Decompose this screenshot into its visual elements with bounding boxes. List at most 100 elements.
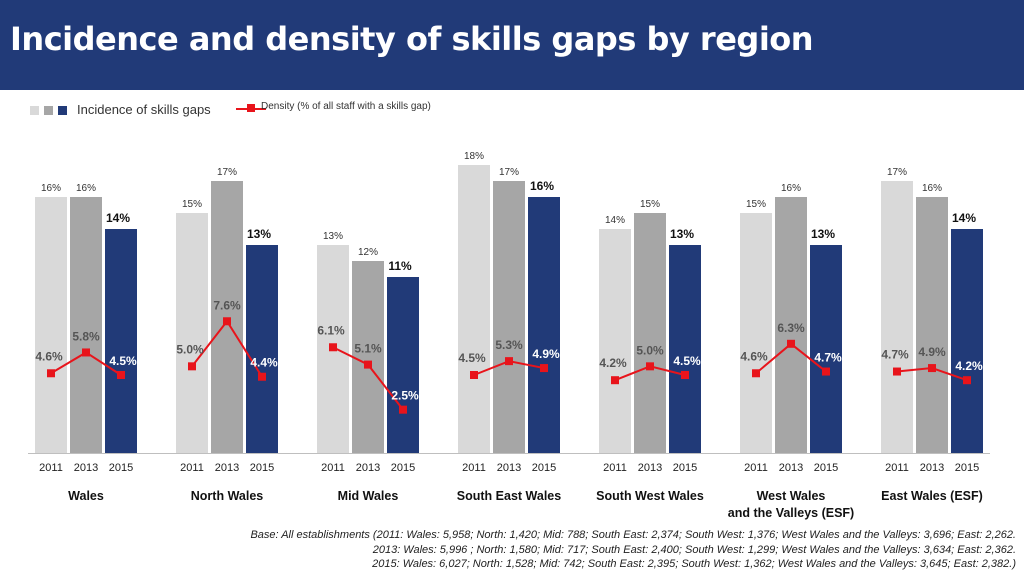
incidence-label-3-2015: 16% bbox=[530, 179, 554, 193]
density-marker-3-2015 bbox=[540, 364, 548, 373]
category-label-0: Wales bbox=[68, 489, 104, 503]
year-tick-0-2015: 2015 bbox=[109, 462, 133, 474]
footnote-line-2013: 2013: Wales: 5,996 ; North: 1,580; Mid: … bbox=[372, 543, 1016, 556]
skills-gaps-chart: 16% 2011 16% 2013 14% 2015 4.6% 5.8% 4.5% Wales 15… bbox=[28, 151, 990, 520]
incidence-label-4-2013: 15% bbox=[640, 199, 660, 210]
incidence-label-3-2013: 17% bbox=[499, 167, 519, 178]
year-tick-5-2015: 2015 bbox=[814, 462, 838, 474]
density-marker-0-2011 bbox=[47, 369, 55, 378]
density-marker-1-2011 bbox=[188, 362, 196, 371]
density-marker-5-2011 bbox=[752, 369, 760, 378]
bar-0-2015 bbox=[105, 229, 137, 453]
density-marker-4-2015 bbox=[681, 371, 689, 379]
category-label-4: South West Wales bbox=[596, 489, 704, 503]
category-label-5: West Wales bbox=[757, 489, 826, 503]
density-label-4-2015: 4.5% bbox=[673, 354, 701, 368]
density-label-6-2013: 4.9% bbox=[918, 345, 946, 359]
year-tick-6-2015: 2015 bbox=[955, 462, 979, 474]
density-label-0-2013: 5.8% bbox=[72, 329, 100, 343]
year-tick-1-2011: 2011 bbox=[180, 462, 204, 474]
density-marker-2-2015 bbox=[399, 405, 407, 414]
incidence-label-6-2011: 17% bbox=[887, 167, 907, 178]
bar-3-2013 bbox=[493, 181, 525, 453]
year-tick-0-2013: 2013 bbox=[74, 462, 98, 474]
density-marker-3-2013 bbox=[505, 357, 513, 366]
year-tick-3-2011: 2011 bbox=[462, 462, 486, 474]
year-tick-5-2011: 2011 bbox=[744, 462, 768, 474]
incidence-label-3-2011: 18% bbox=[464, 151, 484, 162]
legend-swatch-2011 bbox=[30, 106, 39, 115]
density-marker-2-2013 bbox=[364, 360, 372, 369]
legend-swatch-2013 bbox=[44, 106, 53, 115]
footnote-line-2015: 2015: Wales: 6,027; North: 1,528; Mid: 7… bbox=[372, 558, 1016, 570]
year-tick-0-2011: 2011 bbox=[39, 462, 63, 474]
year-tick-4-2011: 2011 bbox=[603, 462, 627, 474]
density-label-4-2011: 4.2% bbox=[599, 356, 627, 370]
density-label-6-2015: 4.2% bbox=[955, 359, 983, 373]
base-footnote: Base: All establishments (2011: Wales: 5… bbox=[116, 528, 1016, 572]
density-marker-2-2011 bbox=[329, 343, 337, 352]
density-label-2-2013: 5.1% bbox=[354, 342, 382, 356]
bar-1-2015 bbox=[246, 245, 278, 453]
legend-density-label: Density (% of all staff with a skills ga… bbox=[261, 101, 431, 112]
category-label-2: Mid Wales bbox=[338, 489, 399, 503]
bar-6-2013 bbox=[916, 197, 948, 453]
bar-0-2013 bbox=[70, 197, 102, 453]
density-label-1-2015: 4.4% bbox=[250, 356, 278, 370]
bar-6-2011 bbox=[881, 181, 913, 453]
incidence-label-5-2011: 15% bbox=[746, 199, 766, 210]
density-label-0-2015: 4.5% bbox=[109, 354, 137, 368]
bar-4-2013 bbox=[634, 213, 666, 453]
density-marker-6-2013 bbox=[928, 364, 936, 373]
year-tick-1-2013: 2013 bbox=[215, 462, 239, 474]
category-label-5-line2: and the Valleys (ESF) bbox=[728, 506, 854, 520]
incidence-label-2-2015: 11% bbox=[388, 259, 412, 273]
density-label-3-2013: 5.3% bbox=[495, 338, 523, 352]
incidence-label-0-2011: 16% bbox=[41, 183, 61, 194]
bar-1-2011 bbox=[176, 213, 208, 453]
incidence-label-4-2015: 13% bbox=[670, 227, 694, 241]
page-title: Incidence and density of skills gaps by … bbox=[10, 20, 814, 58]
bar-2-2015 bbox=[387, 277, 419, 453]
footnote-line-2011: Base: All establishments (2011: Wales: 5… bbox=[250, 529, 1016, 541]
year-tick-4-2015: 2015 bbox=[673, 462, 697, 474]
incidence-label-5-2013: 16% bbox=[781, 183, 801, 194]
year-tick-4-2013: 2013 bbox=[638, 462, 662, 474]
density-label-3-2015: 4.9% bbox=[532, 347, 560, 361]
density-label-2-2011: 6.1% bbox=[317, 323, 345, 337]
density-marker-5-2013 bbox=[787, 339, 795, 348]
density-label-5-2011: 4.6% bbox=[740, 349, 768, 363]
bar-5-2011 bbox=[740, 213, 772, 453]
year-tick-2-2011: 2011 bbox=[321, 462, 345, 474]
incidence-label-1-2011: 15% bbox=[182, 199, 202, 210]
year-tick-6-2011: 2011 bbox=[885, 462, 909, 474]
year-tick-3-2015: 2015 bbox=[532, 462, 556, 474]
density-label-6-2011: 4.7% bbox=[881, 348, 909, 362]
incidence-label-1-2015: 13% bbox=[247, 227, 271, 241]
density-marker-4-2011 bbox=[611, 376, 619, 385]
density-marker-6-2011 bbox=[893, 367, 901, 376]
incidence-label-6-2013: 16% bbox=[922, 183, 942, 194]
legend-incidence-label: Incidence of skills gaps bbox=[77, 102, 211, 117]
legend-density-marker-icon bbox=[247, 104, 255, 112]
density-label-2-2015: 2.5% bbox=[391, 389, 419, 403]
incidence-label-2-2013: 12% bbox=[358, 247, 378, 258]
incidence-label-2-2011: 13% bbox=[323, 231, 343, 242]
year-tick-1-2015: 2015 bbox=[250, 462, 274, 474]
bar-6-2015 bbox=[951, 229, 983, 453]
legend-swatch-2015 bbox=[58, 106, 67, 115]
incidence-label-4-2011: 14% bbox=[605, 215, 625, 226]
bar-1-2013 bbox=[211, 181, 243, 453]
bar-5-2013 bbox=[775, 197, 807, 453]
density-label-1-2013: 7.6% bbox=[213, 298, 241, 312]
year-tick-3-2013: 2013 bbox=[497, 462, 521, 474]
title-banner: Incidence and density of skills gaps by … bbox=[0, 0, 1024, 90]
density-marker-1-2015 bbox=[258, 372, 266, 381]
year-tick-2-2013: 2013 bbox=[356, 462, 380, 474]
category-label-6: East Wales (ESF) bbox=[881, 489, 983, 503]
density-marker-4-2013 bbox=[646, 362, 654, 371]
category-label-1: North Wales bbox=[191, 489, 264, 503]
density-marker-0-2013 bbox=[82, 348, 90, 357]
year-tick-6-2013: 2013 bbox=[920, 462, 944, 474]
density-label-0-2011: 4.6% bbox=[35, 349, 63, 363]
